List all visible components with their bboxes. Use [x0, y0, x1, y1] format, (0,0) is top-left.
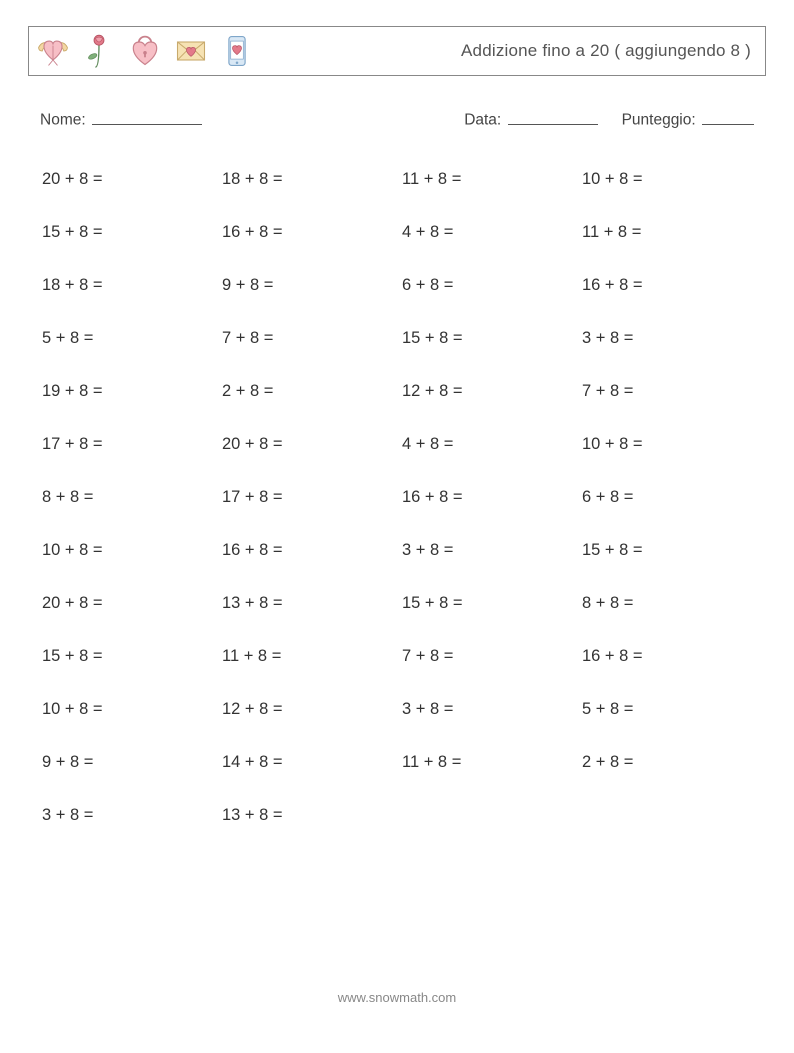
worksheet-title: Addizione fino a 20 ( aggiungendo 8 ) — [461, 41, 755, 61]
problem-cell: 7 + 8 = — [222, 329, 392, 348]
problem-cell: 10 + 8 = — [42, 700, 212, 719]
problem-cell: 20 + 8 = — [222, 435, 392, 454]
problem-cell: 5 + 8 = — [42, 329, 212, 348]
score-blank[interactable] — [702, 110, 754, 125]
problem-cell: 17 + 8 = — [42, 435, 212, 454]
problem-cell: 19 + 8 = — [42, 382, 212, 401]
problem-cell: 13 + 8 = — [222, 806, 392, 825]
problem-cell: 16 + 8 = — [402, 488, 572, 507]
header-icons — [35, 33, 255, 69]
problem-cell: 9 + 8 = — [222, 276, 392, 295]
problem-cell: 9 + 8 = — [42, 753, 212, 772]
problem-cell: 16 + 8 = — [582, 276, 752, 295]
problem-grid: 20 + 8 = 18 + 8 = 11 + 8 = 10 + 8 = 15 + 8 =… — [28, 170, 766, 825]
meta-row: Nome: Data: Punteggio: — [28, 110, 766, 130]
problem-cell: 15 + 8 = — [402, 329, 572, 348]
problem-cell: 20 + 8 = — [42, 594, 212, 613]
phone-heart-icon — [219, 33, 255, 69]
problem-cell: 15 + 8 = — [402, 594, 572, 613]
problem-cell: 7 + 8 = — [402, 647, 572, 666]
name-blank[interactable] — [92, 110, 202, 125]
problem-cell: 4 + 8 = — [402, 435, 572, 454]
problem-cell: 20 + 8 = — [42, 170, 212, 189]
problem-cell: 11 + 8 = — [582, 223, 752, 242]
problem-cell: 3 + 8 = — [402, 541, 572, 560]
problem-cell: 11 + 8 = — [402, 753, 572, 772]
problem-cell: 8 + 8 = — [42, 488, 212, 507]
problem-cell: 6 + 8 = — [582, 488, 752, 507]
problem-cell: 4 + 8 = — [402, 223, 572, 242]
problem-cell: 7 + 8 = — [582, 382, 752, 401]
heart-lock-icon — [127, 33, 163, 69]
problem-cell: 13 + 8 = — [222, 594, 392, 613]
problem-cell: 8 + 8 = — [582, 594, 752, 613]
problem-cell: 2 + 8 = — [222, 382, 392, 401]
date-field: Data: — [464, 110, 597, 130]
problem-cell: 11 + 8 = — [402, 170, 572, 189]
problem-cell: 17 + 8 = — [222, 488, 392, 507]
problem-cell: 3 + 8 = — [582, 329, 752, 348]
problem-cell: 16 + 8 = — [222, 223, 392, 242]
problem-cell: 16 + 8 = — [582, 647, 752, 666]
header-box: Addizione fino a 20 ( aggiungendo 8 ) — [28, 26, 766, 76]
problem-cell: 11 + 8 = — [222, 647, 392, 666]
problem-cell: 2 + 8 = — [582, 753, 752, 772]
rose-icon — [81, 33, 117, 69]
problem-cell: 10 + 8 = — [582, 170, 752, 189]
score-field: Punteggio: — [622, 110, 754, 130]
name-field: Nome: — [40, 110, 464, 130]
problem-cell: 15 + 8 = — [582, 541, 752, 560]
winged-heart-icon — [35, 33, 71, 69]
problem-cell: 12 + 8 = — [222, 700, 392, 719]
problem-cell: 3 + 8 = — [402, 700, 572, 719]
worksheet-page: Addizione fino a 20 ( aggiungendo 8 ) No… — [0, 0, 794, 1053]
problem-cell: 18 + 8 = — [42, 276, 212, 295]
love-letter-icon — [173, 33, 209, 69]
date-label: Data: — [464, 112, 501, 129]
problem-cell: 18 + 8 = — [222, 170, 392, 189]
problem-cell: 10 + 8 = — [582, 435, 752, 454]
problem-cell: 3 + 8 = — [42, 806, 212, 825]
problem-cell: 15 + 8 = — [42, 223, 212, 242]
score-label: Punteggio: — [622, 112, 696, 129]
problem-cell: 15 + 8 = — [42, 647, 212, 666]
date-blank[interactable] — [508, 110, 598, 125]
problem-cell: 6 + 8 = — [402, 276, 572, 295]
problem-cell: 12 + 8 = — [402, 382, 572, 401]
name-label: Nome: — [40, 112, 86, 129]
footer-url: www.snowmath.com — [0, 990, 794, 1005]
problem-cell: 10 + 8 = — [42, 541, 212, 560]
problem-cell: 14 + 8 = — [222, 753, 392, 772]
problem-cell: 16 + 8 = — [222, 541, 392, 560]
problem-cell: 5 + 8 = — [582, 700, 752, 719]
